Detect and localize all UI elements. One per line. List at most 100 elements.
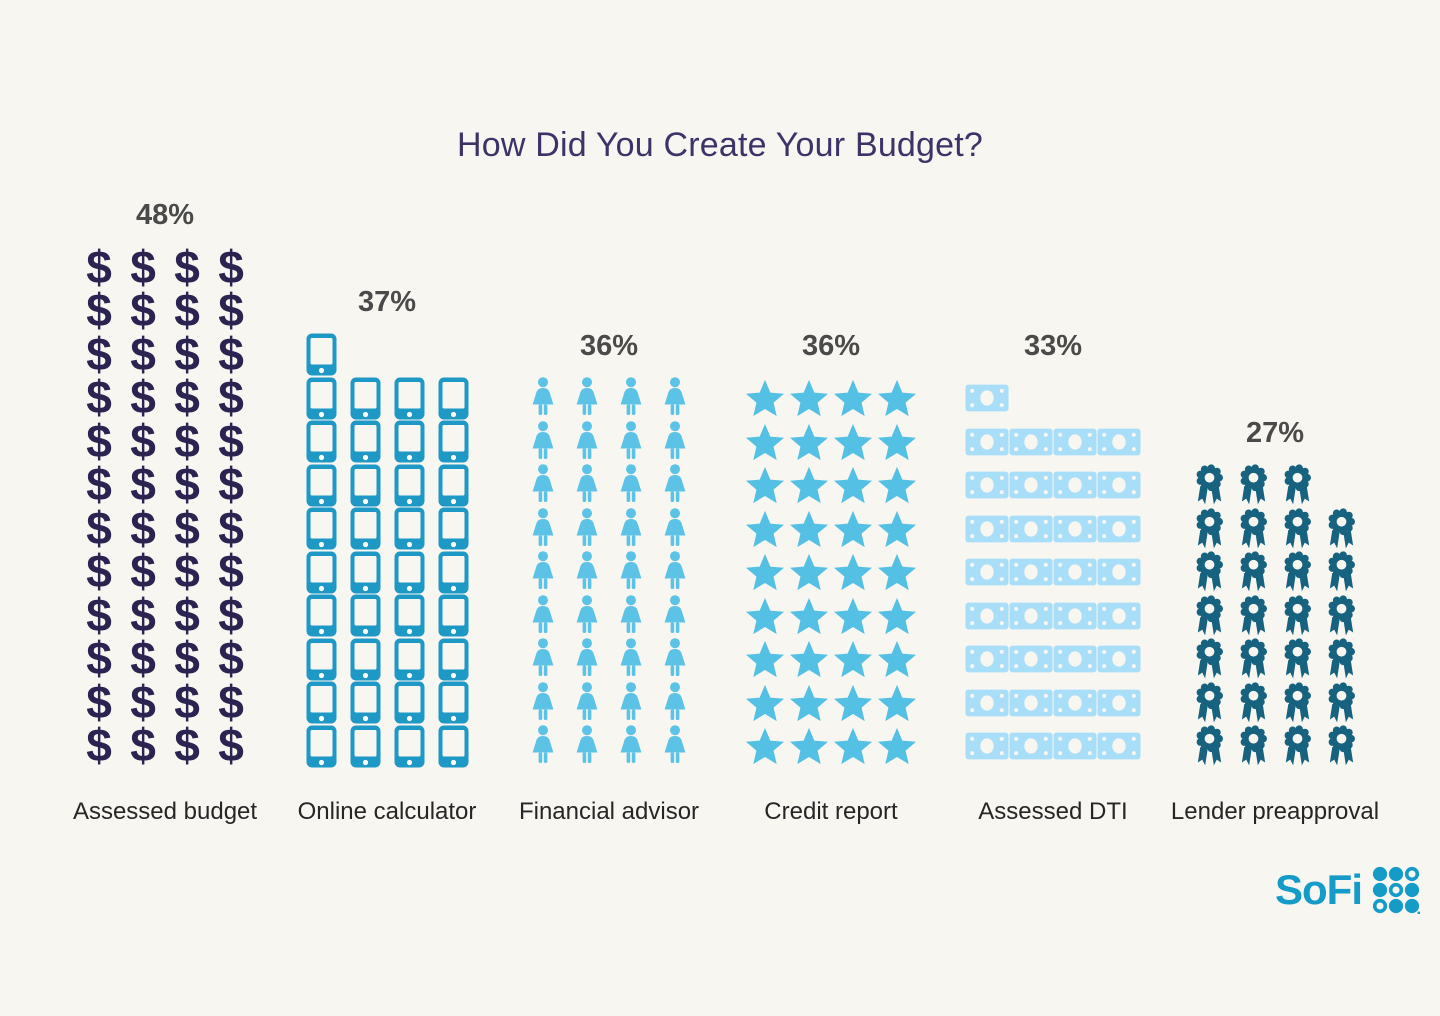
person-icon <box>521 725 565 769</box>
star-icon <box>831 638 875 682</box>
star-icon <box>787 507 831 551</box>
phone-icon <box>343 594 387 638</box>
dollar-icon: $ <box>86 371 112 424</box>
person-icon <box>609 551 653 595</box>
person-icon <box>653 507 697 551</box>
person-icon <box>609 681 653 725</box>
star-icon <box>787 638 831 682</box>
money-bill-icon <box>1053 551 1097 595</box>
star-icon <box>831 551 875 595</box>
money-bill-icon <box>1097 507 1141 551</box>
star-icon <box>787 420 831 464</box>
star-icon <box>743 681 787 725</box>
money-bill-icon <box>1009 594 1053 638</box>
category-label: Financial advisor <box>518 798 700 825</box>
dollar-icon: $ <box>86 240 112 293</box>
chart-column-financial-advisor: 36% Financial advisor <box>518 331 700 827</box>
dollar-icon: $ <box>130 414 156 467</box>
ribbon-icon <box>1231 464 1275 508</box>
ribbon-icon <box>1187 681 1231 725</box>
dollar-icon: $ <box>174 371 200 424</box>
phone-icon <box>431 725 475 769</box>
chart-column-lender-preapproval: 27% Lender preapproval <box>1171 418 1379 827</box>
star-icon <box>743 551 787 595</box>
star-icon <box>787 594 831 638</box>
star-icon <box>787 551 831 595</box>
chart-column-assessed-dti: 33% Assessed DTI <box>964 331 1142 827</box>
phone-icon <box>387 377 431 421</box>
star-icon <box>743 725 787 769</box>
star-icon <box>831 507 875 551</box>
phone-icon <box>299 333 343 377</box>
chart-column-online-calculator: 37% Online calculator <box>297 286 477 826</box>
money-bill-icon <box>965 551 1009 595</box>
ribbon-icon <box>1231 725 1275 769</box>
phone-icon <box>387 594 431 638</box>
dollar-icon: $ <box>86 588 112 641</box>
dollar-icon: $ <box>218 327 244 380</box>
person-icon <box>565 551 609 595</box>
star-icon <box>787 377 831 421</box>
phone-icon <box>343 507 387 551</box>
money-bill-icon <box>965 681 1009 725</box>
person-icon <box>565 681 609 725</box>
dollar-icon: $ <box>130 284 156 337</box>
star-icon <box>743 507 787 551</box>
dollar-icon: $ <box>218 458 244 511</box>
ribbon-icon <box>1275 464 1319 508</box>
money-bill-icon <box>1009 725 1053 769</box>
ribbon-icon <box>1319 507 1363 551</box>
ribbon-icon <box>1319 725 1363 769</box>
phone-icon <box>343 725 387 769</box>
star-icon <box>875 725 919 769</box>
value-label: 37% <box>357 286 417 318</box>
dollar-icon: $ <box>174 501 200 554</box>
ribbon-icon <box>1231 507 1275 551</box>
ribbon-icon <box>1319 638 1363 682</box>
pictogram-chart: 48% $ $ $ $ $ $ $ $ $ $ $ $ $ $ $ $ $ $ $ $ $ $ $ $ $ $ $ $ $ $ $ $ $ $ $ $ $… <box>73 201 1379 827</box>
person-icon <box>609 638 653 682</box>
phone-icon <box>343 681 387 725</box>
dollar-icon: $ <box>130 371 156 424</box>
dollar-icon: $ <box>218 371 244 424</box>
star-icon <box>743 638 787 682</box>
icon-spacer <box>1053 377 1097 421</box>
value-label: 36% <box>801 329 861 362</box>
ribbon-icon <box>1275 507 1319 551</box>
star-icon <box>875 638 919 682</box>
dollar-icon: $ <box>174 675 200 728</box>
phone-icon <box>387 420 431 464</box>
dollar-icon: $ <box>218 588 244 641</box>
icon-spacer <box>387 333 431 377</box>
person-icon <box>565 420 609 464</box>
person-icon <box>521 551 565 595</box>
dollar-icon: $ <box>174 545 200 598</box>
money-bill-icon <box>1009 464 1053 508</box>
person-icon <box>653 681 697 725</box>
ribbon-icon <box>1231 638 1275 682</box>
person-icon <box>653 420 697 464</box>
phone-icon <box>431 377 475 421</box>
chart-column-credit-report: 36% Credit report <box>742 329 920 827</box>
star-icon <box>831 594 875 638</box>
dollar-icon: $ <box>86 545 112 598</box>
dollar-icon: $ <box>86 719 112 772</box>
dollar-icon: $ <box>130 632 156 685</box>
icon-spacer <box>431 333 475 377</box>
money-bill-icon <box>965 594 1009 638</box>
person-icon <box>609 420 653 464</box>
dollar-icon: $ <box>174 240 200 293</box>
phone-icon <box>299 594 343 638</box>
star-icon <box>831 377 875 421</box>
money-bill-icon <box>1053 681 1097 725</box>
phone-icon <box>387 725 431 769</box>
money-bill-icon <box>1053 594 1097 638</box>
star-icon <box>743 464 787 508</box>
dollar-icon: $ <box>130 588 156 641</box>
sofi-dots-icon <box>1372 866 1420 914</box>
phone-icon <box>387 681 431 725</box>
phone-icon <box>431 507 475 551</box>
person-icon <box>521 594 565 638</box>
dollar-icon: $ <box>174 414 200 467</box>
category-label: Online calculator <box>297 798 477 825</box>
